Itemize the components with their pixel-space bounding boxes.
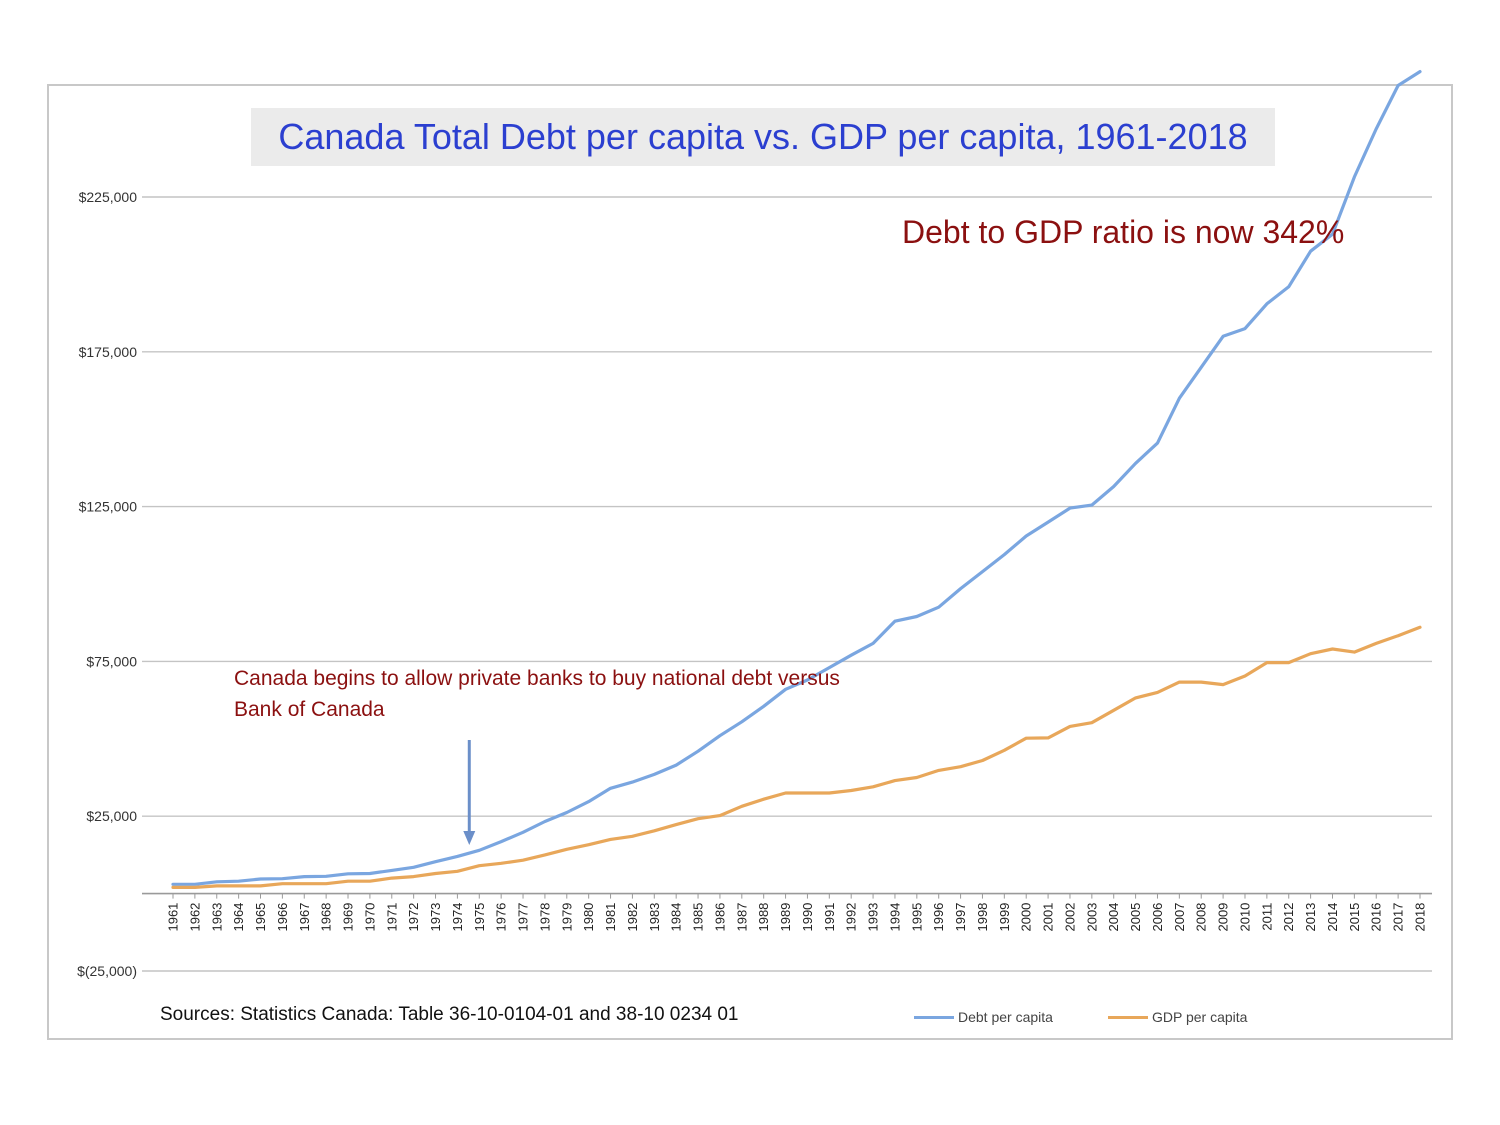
x-tick-label: 2014 — [1325, 903, 1340, 932]
x-tick-label: 1966 — [275, 903, 290, 932]
x-tick-label: 1995 — [909, 903, 924, 932]
chart-title-box: Canada Total Debt per capita vs. GDP per… — [251, 108, 1275, 166]
x-tick-label: 1984 — [669, 903, 684, 932]
legend-label-gdp: GDP per capita — [1152, 1009, 1248, 1025]
x-tick-label: 1979 — [559, 903, 574, 932]
x-tick-label: 1992 — [844, 903, 859, 932]
x-tick-label: 1972 — [406, 903, 421, 932]
x-tick-label: 1973 — [428, 903, 443, 932]
event-arrow — [463, 740, 476, 845]
x-tick-label: 2010 — [1237, 903, 1252, 932]
gridlines — [142, 196, 1432, 972]
x-tick-label: 1997 — [953, 903, 968, 932]
x-tick-label: 1981 — [603, 903, 618, 932]
series-line-gdp — [171, 625, 1422, 890]
x-tick-label: 2013 — [1303, 903, 1318, 932]
y-tick-label: $225,000 — [79, 189, 138, 205]
x-tick-label: 2000 — [1019, 903, 1034, 932]
x-tick-label: 2015 — [1347, 903, 1362, 932]
y-axis-ticks: $225,000 $175,000 $125,000 $75,000 $25,000 $(… — [77, 189, 137, 979]
legend-item-gdp: GDP per capita — [1108, 1009, 1247, 1025]
x-tick-label: 1991 — [822, 903, 837, 932]
x-tick-label: 2012 — [1281, 903, 1296, 932]
x-tick-label: 1965 — [253, 903, 268, 932]
series-lines — [171, 69, 1422, 890]
x-tick-label: 1971 — [384, 903, 399, 932]
event-arrow-head — [463, 831, 476, 845]
x-tick-label: 2008 — [1194, 903, 1209, 932]
x-tick-label: 1962 — [187, 903, 202, 932]
x-axis-ticks: 1961 1962 1963 1964 1965 1966 1967 1968 1969 1970… — [166, 893, 1428, 932]
x-tick-label: 2005 — [1128, 903, 1143, 932]
x-tick-label: 2002 — [1062, 903, 1077, 932]
x-tick-label: 1964 — [231, 903, 246, 932]
x-tick-label: 1990 — [800, 903, 815, 932]
chart-frame — [47, 84, 1453, 1040]
series-line-debt — [171, 69, 1422, 886]
x-tick-label: 1969 — [341, 903, 356, 932]
x-tick-label: 2001 — [1041, 903, 1056, 932]
source-note: Sources: Statistics Canada: Table 36-10-… — [160, 1004, 739, 1025]
x-tick-label: 1987 — [734, 903, 749, 932]
x-tick-label: 1999 — [997, 903, 1012, 932]
x-tick-label: 2003 — [1084, 903, 1099, 932]
x-tick-label: 2004 — [1106, 903, 1121, 932]
x-tick-label: 1977 — [516, 903, 531, 932]
x-tick-label: 2009 — [1216, 903, 1231, 932]
x-tick-label: 1978 — [537, 903, 552, 932]
legend-label-debt: Debt per capita — [958, 1009, 1053, 1025]
y-tick-label: $25,000 — [86, 808, 137, 824]
x-tick-label: 1967 — [297, 903, 312, 932]
x-tick-label: 1986 — [712, 903, 727, 932]
x-tick-label: 2018 — [1413, 903, 1428, 932]
y-tick-label: $(25,000) — [77, 963, 137, 979]
x-tick-label: 1970 — [362, 903, 377, 932]
x-tick-label: 1975 — [472, 903, 487, 932]
y-tick-label: $75,000 — [86, 653, 137, 669]
legend-item-debt: Debt per capita — [914, 1009, 1053, 1025]
x-tick-label: 1985 — [691, 903, 706, 932]
x-tick-label: 1988 — [756, 903, 771, 932]
x-tick-label: 1974 — [450, 903, 465, 932]
x-tick-label: 1982 — [625, 903, 640, 932]
x-tick-label: 2017 — [1391, 903, 1406, 932]
chart-title: Canada Total Debt per capita vs. GDP per… — [278, 116, 1248, 157]
x-tick-label: 1998 — [975, 903, 990, 932]
x-tick-label: 1980 — [581, 903, 596, 932]
x-tick-label: 1994 — [887, 903, 902, 932]
x-tick-label: 2006 — [1150, 903, 1165, 932]
y-tick-label: $175,000 — [79, 344, 138, 360]
ratio-annotation: Debt to GDP ratio is now 342% — [902, 214, 1345, 250]
legend-swatch-gdp — [1108, 1015, 1148, 1019]
y-tick-label: $125,000 — [79, 499, 138, 515]
x-tick-label: 2007 — [1172, 903, 1187, 932]
x-tick-label: 1961 — [166, 903, 181, 932]
x-tick-label: 1963 — [209, 903, 224, 932]
x-tick-label: 1983 — [647, 903, 662, 932]
x-tick-label: 1968 — [319, 903, 334, 932]
x-tick-label: 1989 — [778, 903, 793, 932]
x-tick-label: 1993 — [866, 903, 881, 932]
legend-swatch-debt — [914, 1015, 954, 1019]
x-tick-label: 2011 — [1259, 903, 1274, 931]
x-tick-label: 1976 — [494, 903, 509, 932]
event-annotation: Canada begins to allow private banks to … — [234, 667, 840, 721]
x-tick-label: 1996 — [931, 903, 946, 932]
x-tick-label: 2016 — [1369, 903, 1384, 932]
